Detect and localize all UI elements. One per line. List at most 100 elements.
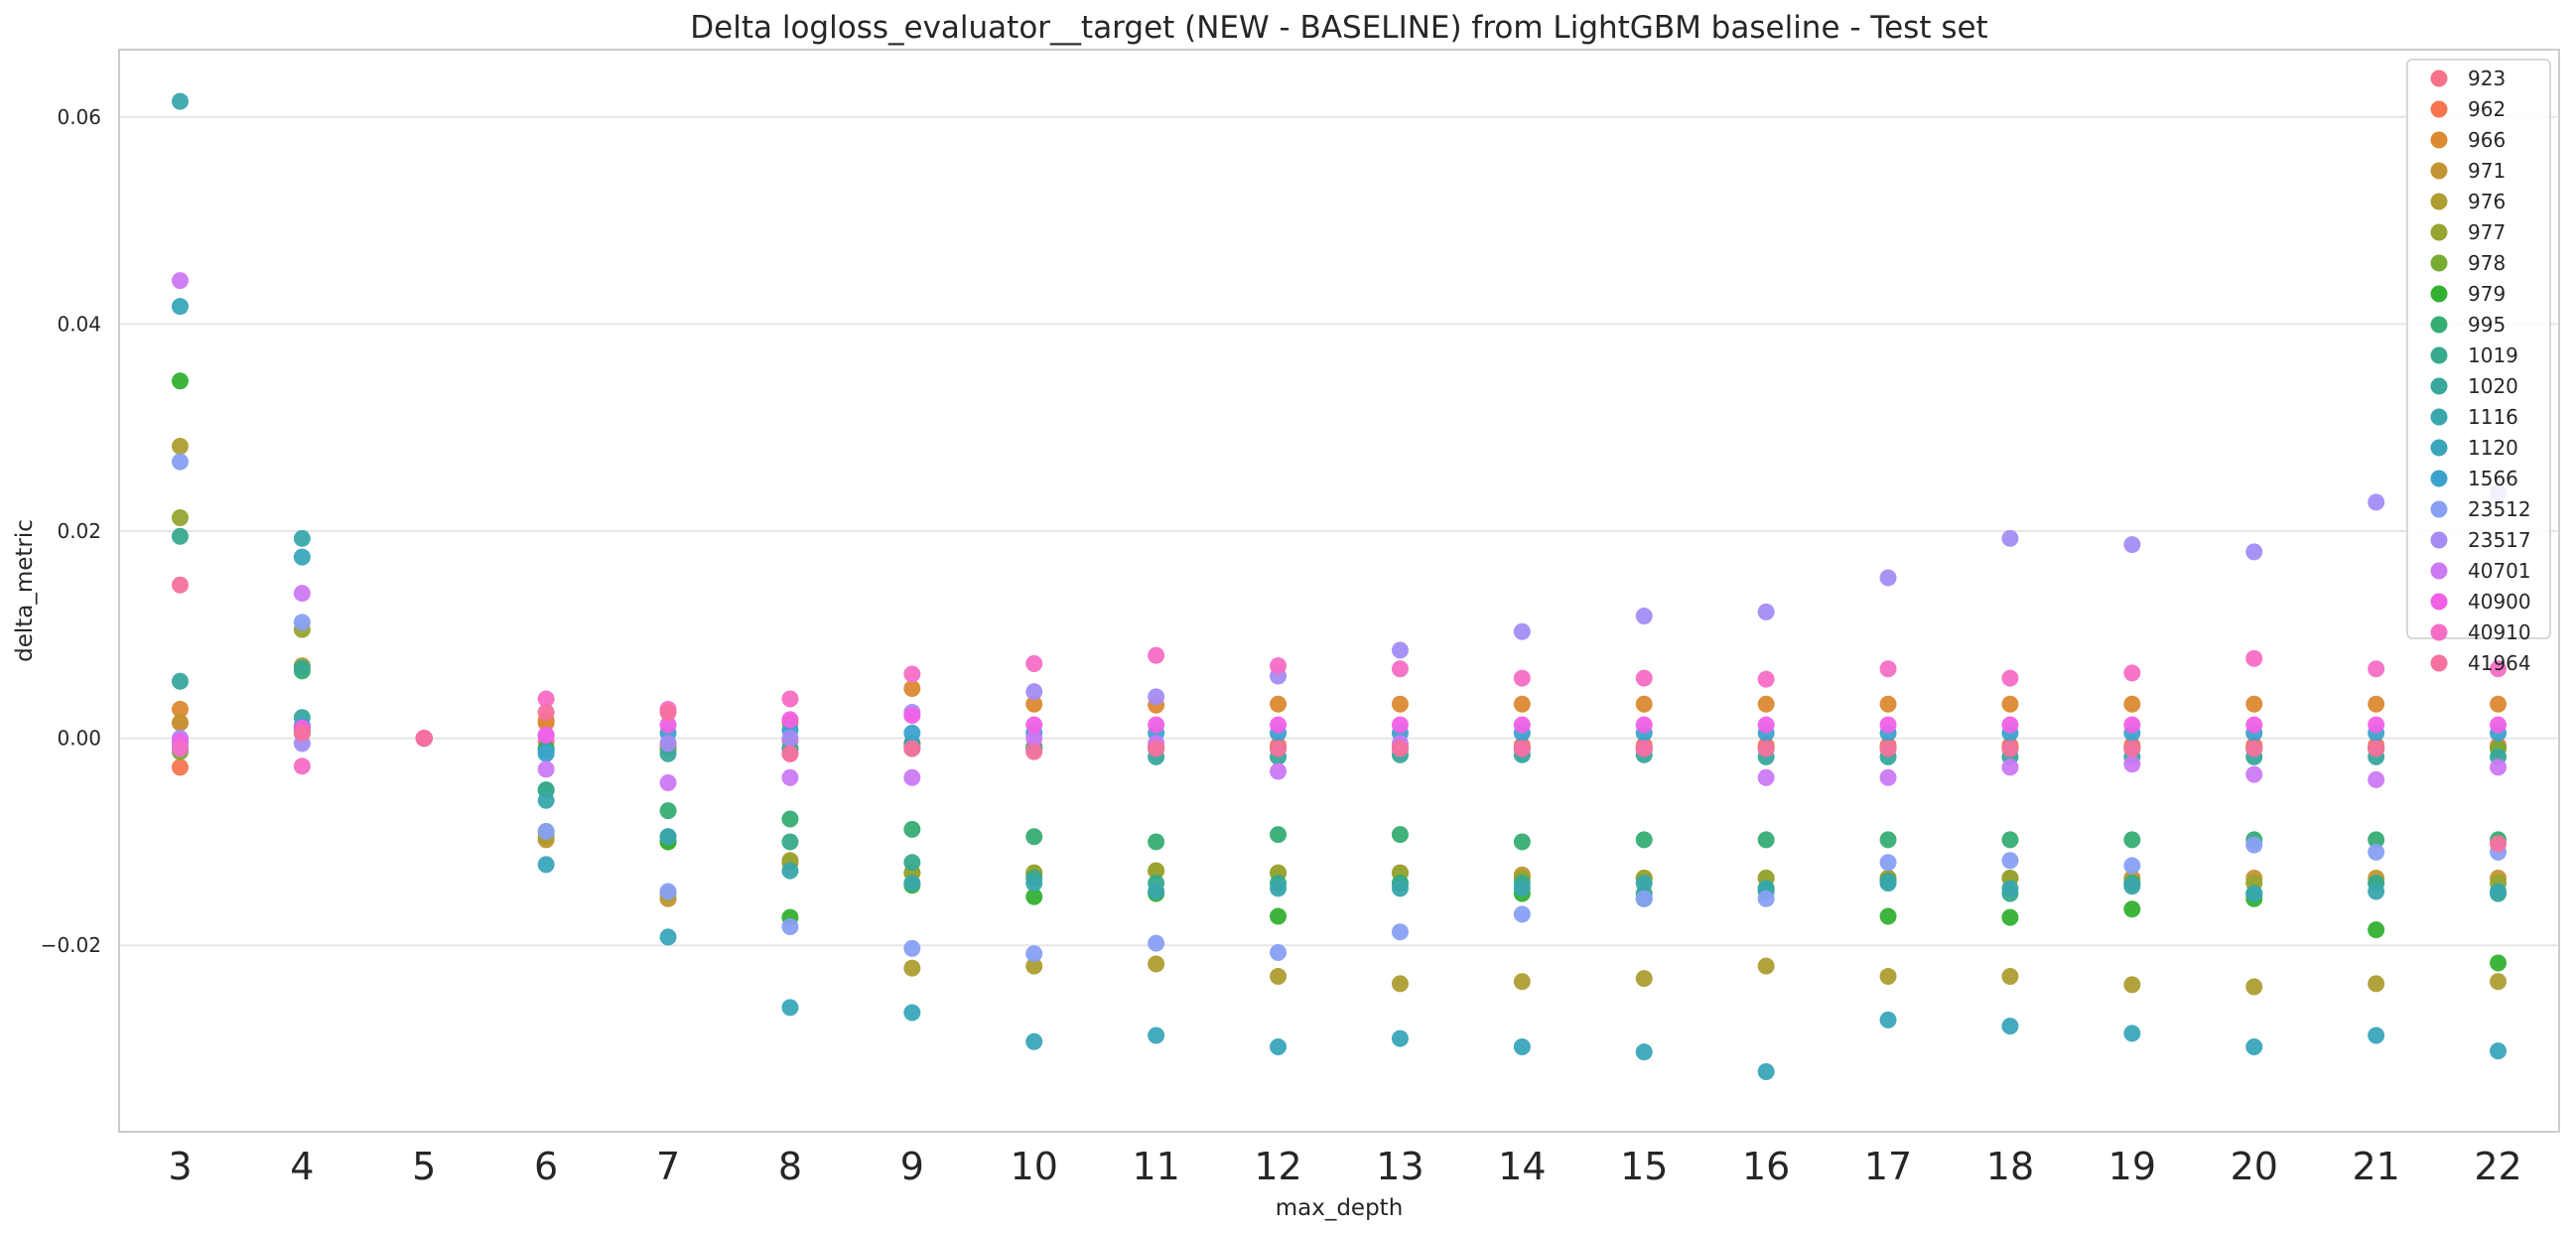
- data-point: [1391, 716, 1409, 734]
- data-point: [1391, 1029, 1409, 1047]
- data-point: [1513, 973, 1531, 991]
- legend-label: 977: [2468, 220, 2506, 244]
- data-point: [659, 773, 677, 791]
- data-point: [2123, 755, 2141, 773]
- data-point: [2490, 954, 2508, 972]
- x-tick-label: 14: [1498, 1145, 1546, 1188]
- data-point: [2368, 843, 2385, 861]
- x-tick-label: 13: [1376, 1145, 1424, 1188]
- data-point: [781, 690, 799, 708]
- data-point: [1757, 768, 1775, 786]
- data-point: [1148, 833, 1165, 851]
- legend-label: 966: [2468, 128, 2506, 152]
- legend-label: 971: [2468, 159, 2506, 183]
- data-point: [1757, 670, 1775, 688]
- data-point: [171, 437, 189, 455]
- legend-label: 979: [2468, 282, 2506, 306]
- legend-label: 1566: [2468, 467, 2518, 490]
- data-point: [2001, 831, 2019, 849]
- data-point: [171, 527, 189, 545]
- data-point: [1025, 888, 1043, 905]
- data-point: [2245, 695, 2263, 713]
- data-point: [659, 928, 677, 946]
- data-point: [1635, 608, 1653, 625]
- data-point: [903, 680, 921, 698]
- data-point: [659, 828, 677, 846]
- gridlines: [119, 115, 2559, 947]
- data-point: [2001, 695, 2019, 713]
- data-point: [537, 690, 555, 708]
- data-point: [659, 704, 677, 722]
- data-point: [1635, 831, 1653, 849]
- data-point: [2368, 740, 2385, 757]
- data-point: [1635, 740, 1653, 757]
- data-point: [1635, 695, 1653, 713]
- data-point: [1270, 880, 1288, 897]
- data-point: [1757, 695, 1775, 713]
- data-point: [1513, 716, 1531, 734]
- data-point: [2368, 660, 2385, 678]
- data-point: [1025, 695, 1043, 713]
- data-point: [171, 508, 189, 526]
- data-point: [1148, 862, 1165, 880]
- data-point: [171, 672, 189, 690]
- data-point: [1513, 669, 1531, 687]
- data-point: [1025, 828, 1043, 846]
- data-point: [781, 999, 799, 1017]
- x-axis-label: max_depth: [1276, 1195, 1404, 1221]
- data-point: [1513, 905, 1531, 923]
- data-point: [2490, 758, 2508, 776]
- data-point: [903, 959, 921, 977]
- data-point: [537, 823, 555, 841]
- legend-marker: [2430, 346, 2448, 364]
- data-point: [903, 665, 921, 683]
- data-point: [2245, 836, 2263, 854]
- data-point: [1635, 970, 1653, 988]
- data-point: [1513, 695, 1531, 713]
- data-point: [171, 576, 189, 594]
- x-tick-label: 5: [412, 1145, 436, 1188]
- data-point: [1879, 1011, 1897, 1028]
- data-point: [2123, 878, 2141, 895]
- data-point: [2001, 716, 2019, 734]
- data-point: [1879, 569, 1897, 587]
- data-point: [1025, 716, 1043, 734]
- x-tick-label: 19: [2108, 1145, 2156, 1188]
- data-point: [1025, 875, 1043, 892]
- data-point: [293, 757, 311, 775]
- data-point: [2001, 758, 2019, 776]
- data-point: [1635, 1043, 1653, 1061]
- data-point: [171, 714, 189, 732]
- data-point: [2490, 1042, 2508, 1060]
- legend-marker: [2430, 470, 2448, 487]
- data-point: [1270, 968, 1288, 986]
- data-point: [1391, 975, 1409, 993]
- data-point: [1757, 957, 1775, 975]
- legend-label: 23512: [2468, 497, 2531, 521]
- data-point: [2368, 493, 2385, 511]
- data-point: [903, 939, 921, 957]
- data-point: [1270, 1037, 1288, 1055]
- data-point: [781, 810, 799, 828]
- data-point: [1025, 957, 1043, 975]
- data-point: [293, 529, 311, 547]
- data-point: [2490, 716, 2508, 734]
- data-point: [1270, 740, 1288, 757]
- data-point: [2490, 835, 2508, 853]
- data-point: [1148, 688, 1165, 706]
- chart-title: Delta logloss_evaluator__target (NEW - B…: [690, 10, 1987, 46]
- data-point: [537, 760, 555, 778]
- data-point: [1148, 646, 1165, 664]
- data-point: [1513, 880, 1531, 897]
- data-point: [2368, 770, 2385, 788]
- data-point: [2490, 660, 2508, 678]
- x-tick-label: 11: [1132, 1145, 1179, 1188]
- x-tick-label: 21: [2352, 1145, 2399, 1188]
- legend-marker: [2430, 500, 2448, 518]
- data-point: [903, 854, 921, 872]
- data-point: [2490, 883, 2508, 900]
- legend-marker: [2430, 131, 2448, 149]
- data-point: [2245, 649, 2263, 667]
